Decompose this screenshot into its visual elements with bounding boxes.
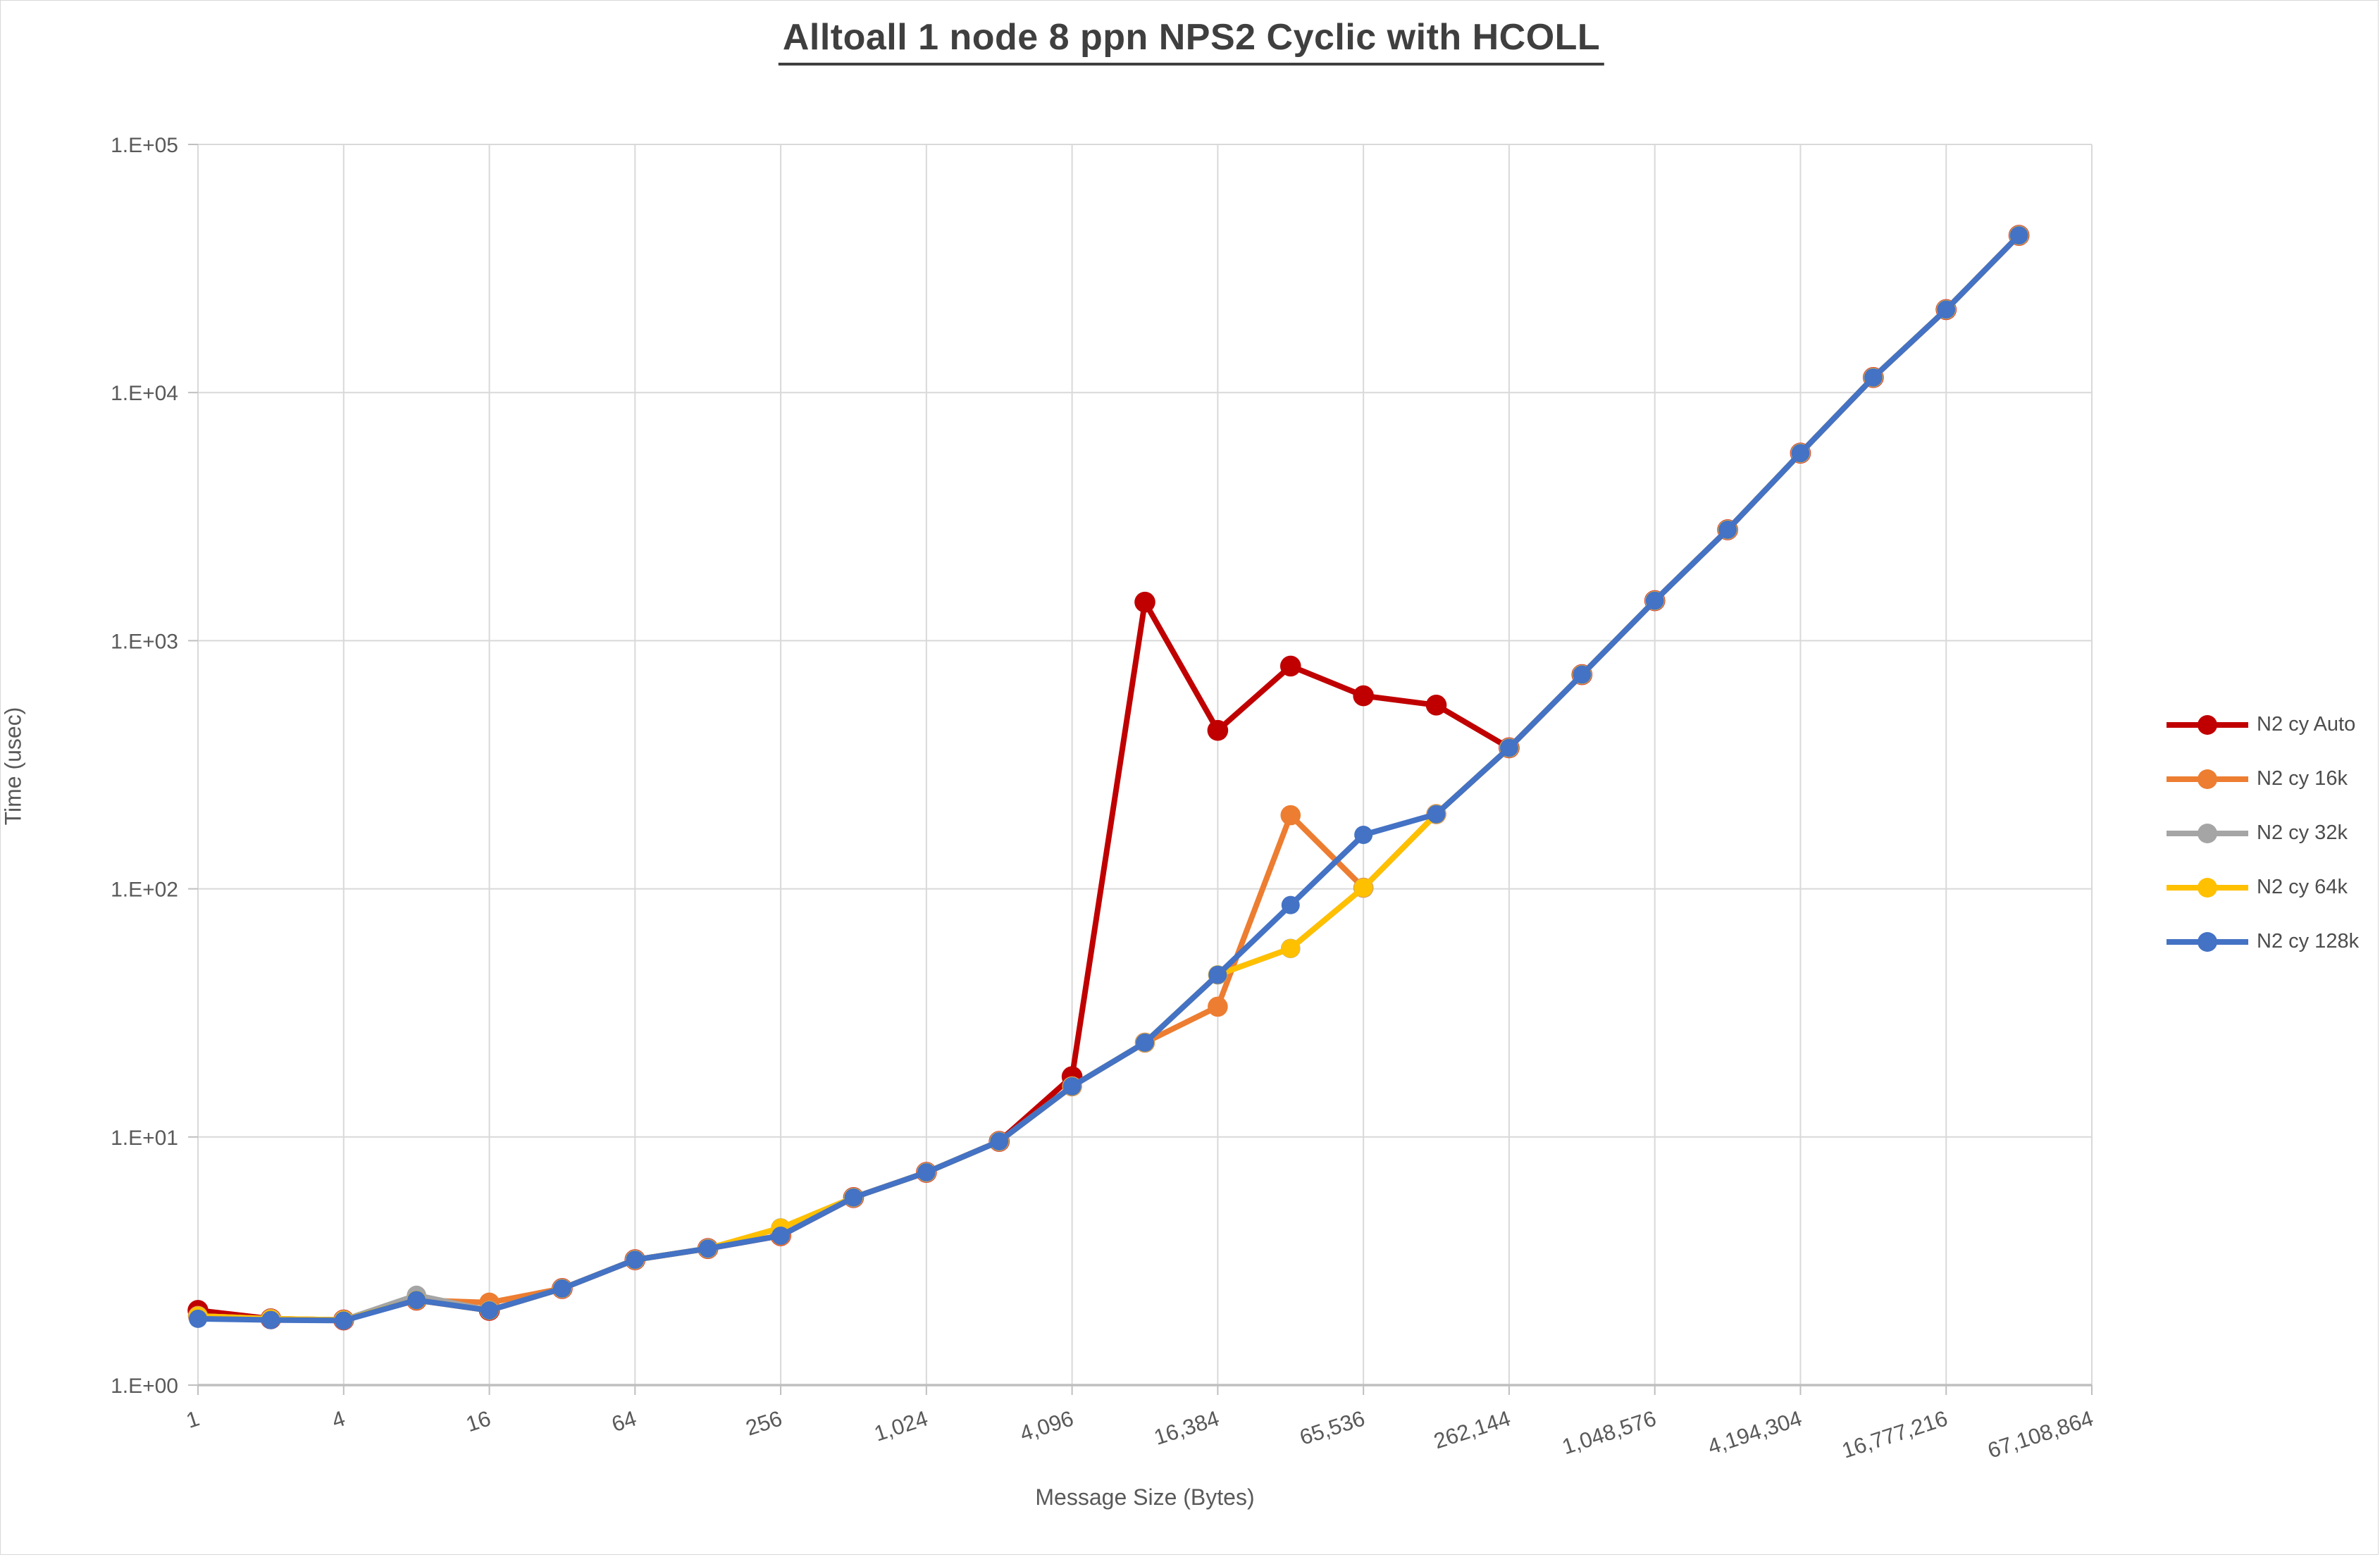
legend-label: N2 cy 16k <box>2257 767 2348 790</box>
legend-marker <box>2198 877 2217 898</box>
y-axis-title: Time (usec) <box>0 707 26 826</box>
y-tick-label: 1.E+02 <box>111 879 178 902</box>
legend-marker <box>2198 931 2217 952</box>
legend-marker <box>2198 769 2217 789</box>
series-marker-n2-cy-128k <box>1499 738 1518 757</box>
series-marker-n2-cy-128k <box>1208 965 1227 984</box>
x-tick-label: 1 <box>183 1406 202 1433</box>
series-marker-n2-cy-128k <box>1354 826 1373 845</box>
x-axis-tick-labels: 1 4 16 64 256 1,024 4,096 16,384 65,536 262,144 1,… <box>183 1406 2096 1463</box>
series-marker-n2-cy-128k <box>917 1163 936 1182</box>
series-marker-n2-cy-auto <box>1134 591 1155 613</box>
series-marker-n2-cy-auto <box>1353 685 1374 707</box>
chart-title: Alltoall 1 node 8 ppn NPS2 Cyclic with H… <box>778 16 1605 66</box>
y-tick-label: 1.E+00 <box>111 1375 178 1398</box>
series-line-n2-cy-128k <box>195 232 2022 1324</box>
series-marker-n2-cy-128k <box>261 1310 280 1329</box>
legend-swatch-n2-cy-64k <box>2167 877 2248 898</box>
series-marker-n2-cy-128k <box>1281 895 1300 914</box>
series-marker-n2-cy-128k <box>1062 1077 1081 1096</box>
y-tick-label: 1.E+05 <box>111 134 178 157</box>
x-tick-label: 16,384 <box>1151 1406 1222 1450</box>
x-tick-label: 16,777,216 <box>1839 1406 1950 1463</box>
y-axis-tick-labels: 1.E+00 1.E+01 1.E+02 1.E+03 1.E+04 1.E+05 <box>111 134 178 1398</box>
x-tick-label: 4 <box>329 1406 348 1433</box>
series-n2-cy-auto <box>187 225 2030 1331</box>
x-tick-label: 65,536 <box>1296 1406 1368 1450</box>
legend-label: N2 cy Auto <box>2257 713 2356 736</box>
series-marker-n2-cy-auto <box>1279 655 1301 677</box>
series-marker-n2-cy-128k <box>626 1251 645 1270</box>
legend-marker <box>2198 823 2217 843</box>
x-tick-label: 67,108,864 <box>1985 1406 2096 1463</box>
y-tick-label: 1.E+04 <box>111 382 178 405</box>
series-n2-cy-64k <box>188 225 2029 1329</box>
series-marker-n2-cy-128k <box>1427 805 1446 824</box>
axes-lines <box>188 144 2093 1395</box>
series-n2-cy-128k <box>189 226 2028 1330</box>
series-marker-n2-cy-128k <box>480 1301 499 1320</box>
series-n2-cy-32k <box>188 225 2029 1330</box>
y-tick-label: 1.E+03 <box>111 630 178 653</box>
legend-swatch-n2-cy-auto <box>2167 714 2248 735</box>
series-line-n2-cy-auto <box>195 232 2022 1323</box>
legend-item-n2-cy-64k: N2 cy 64k <box>2165 860 2359 914</box>
series-marker-n2-cy-128k <box>1718 520 1737 539</box>
series-marker-n2-cy-128k <box>1864 368 1883 387</box>
series-marker-n2-cy-128k <box>1573 665 1592 684</box>
series-line-n2-cy-32k <box>195 232 2022 1323</box>
series-marker-n2-cy-128k <box>189 1309 207 1328</box>
legend-item-n2-cy-32k: N2 cy 32k <box>2165 806 2359 860</box>
series-marker-n2-cy-auto <box>1207 719 1229 741</box>
x-tick-label: 256 <box>743 1406 785 1440</box>
legend-swatch-n2-cy-32k <box>2167 823 2248 843</box>
y-tick-label: 1.E+01 <box>111 1127 178 1150</box>
series-marker-n2-cy-128k <box>552 1279 571 1298</box>
legend-label: N2 cy 128k <box>2257 930 2360 953</box>
x-tick-label: 64 <box>609 1406 640 1437</box>
x-tick-label: 16 <box>463 1406 494 1437</box>
series-marker-n2-cy-128k <box>771 1226 791 1245</box>
series-marker-n2-cy-128k <box>1645 591 1664 610</box>
series-n2-cy-16k <box>187 225 2029 1330</box>
legend-marker <box>2198 714 2217 735</box>
x-tick-label: 4,194,304 <box>1705 1406 1805 1459</box>
series-marker-n2-cy-auto <box>1425 695 1447 716</box>
series-marker-n2-cy-16k <box>1208 996 1228 1017</box>
x-tick-label: 4,096 <box>1017 1406 1077 1446</box>
series-marker-n2-cy-128k <box>334 1311 353 1330</box>
x-axis-title: Message Size (Bytes) <box>1035 1484 1255 1510</box>
legend-swatch-n2-cy-128k <box>2167 931 2248 952</box>
series-marker-n2-cy-128k <box>844 1188 863 1207</box>
legend-item-n2-cy-128k: N2 cy 128k <box>2165 914 2359 969</box>
series-line-n2-cy-64k <box>195 232 2022 1323</box>
series-marker-n2-cy-128k <box>1937 300 1956 319</box>
series-marker-n2-cy-128k <box>698 1239 717 1258</box>
series-marker-n2-cy-64k <box>1281 938 1301 958</box>
series-marker-n2-cy-128k <box>1136 1033 1154 1052</box>
legend-label: N2 cy 64k <box>2257 876 2348 898</box>
legend-swatch-n2-cy-16k <box>2167 769 2248 789</box>
legend-label: N2 cy 32k <box>2257 821 2348 844</box>
x-tick-label: 262,144 <box>1431 1406 1513 1453</box>
series-marker-n2-cy-64k <box>1353 878 1373 898</box>
legend-item-n2-cy-auto: N2 cy Auto <box>2165 697 2359 752</box>
legend: N2 cy Auto N2 cy 16k N2 cy 32k N2 cy 64k N2 … <box>2165 697 2359 969</box>
x-tick-label: 1,024 <box>871 1406 931 1446</box>
legend-item-n2-cy-16k: N2 cy 16k <box>2165 752 2359 806</box>
series-marker-n2-cy-16k <box>1280 805 1301 826</box>
x-tick-label: 1,048,576 <box>1559 1406 1659 1459</box>
series-marker-n2-cy-128k <box>407 1291 426 1310</box>
series-marker-n2-cy-128k <box>990 1132 1009 1151</box>
series-line-n2-cy-16k <box>195 232 2022 1323</box>
series-marker-n2-cy-128k <box>2009 226 2028 245</box>
gridlines <box>197 144 2093 1386</box>
series-marker-n2-cy-128k <box>1791 444 1810 463</box>
